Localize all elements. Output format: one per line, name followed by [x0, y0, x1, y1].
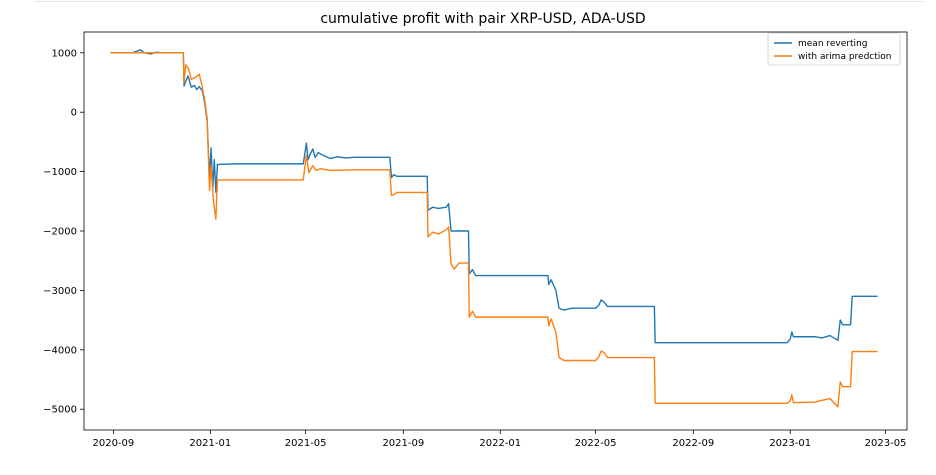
top-border-line — [34, 1, 924, 2]
legend-label-1: with arima predction — [798, 52, 891, 62]
x-tick-label-2: 2021-05 — [285, 438, 327, 449]
x-tick-label-4: 2022-01 — [479, 438, 521, 449]
x-tick-label-0: 2020-09 — [92, 438, 134, 449]
y-tick-label-2: −1000 — [43, 167, 77, 178]
chart-legend: mean reverting with arima predction — [767, 32, 901, 66]
y-tick-label-0: 1000 — [52, 48, 77, 59]
x-tick-label-1: 2021-01 — [189, 438, 231, 449]
legend-box — [767, 32, 901, 66]
axes-frame — [83, 31, 908, 431]
y-tick-label-3: −2000 — [43, 227, 77, 238]
legend-label-0: mean reverting — [798, 39, 867, 49]
x-tick-label-8: 2023-05 — [865, 438, 907, 449]
plot-area: 2020-09 2021-01 2021-05 2021-09 2022-01 2022-… — [43, 31, 908, 449]
x-tick-label-5: 2022-05 — [575, 438, 617, 449]
x-tick-label-3: 2021-09 — [382, 438, 424, 449]
x-tick-label-6: 2022-09 — [672, 438, 714, 449]
y-tick-label-5: −4000 — [43, 345, 77, 356]
x-tick-label-7: 2023-01 — [769, 438, 811, 449]
chart-title: cumulative profit with pair XRP-USD, ADA… — [320, 11, 645, 27]
y-tick-label-6: −5000 — [43, 405, 77, 416]
y-tick-label-1: 0 — [71, 108, 77, 119]
series-line-0 — [110, 49, 878, 344]
y-tick-label-4: −3000 — [43, 286, 77, 297]
series-line-1 — [110, 52, 878, 408]
